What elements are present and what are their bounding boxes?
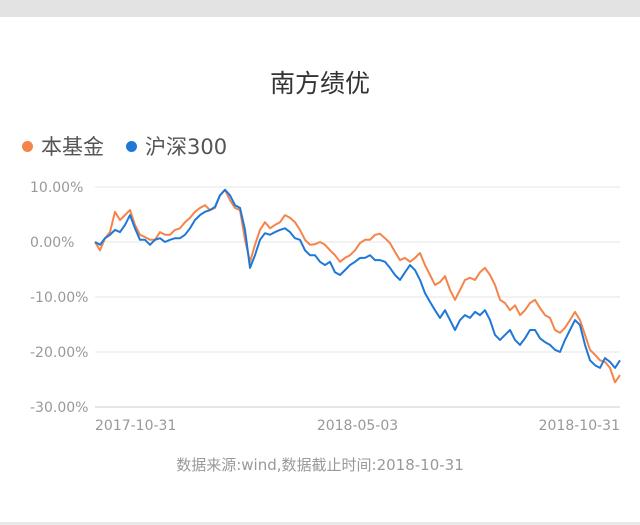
x-tick-label: 2018-05-03 xyxy=(317,418,398,434)
source-note: 数据来源:wind,数据截止时间:2018-10-31 xyxy=(176,456,464,474)
legend-dot-fund xyxy=(22,140,33,152)
legend-label-fund: 本基金 xyxy=(41,135,104,159)
legend-item-index[interactable]: 沪深300 xyxy=(126,131,227,161)
bottom-bar xyxy=(0,522,640,525)
chart-title: 南方绩优 xyxy=(269,69,370,98)
legend: 本基金 沪深300 xyxy=(22,131,227,161)
y-tick-label: -20.00% xyxy=(30,345,88,361)
legend-label-index: 沪深300 xyxy=(145,135,228,159)
x-tick-label: 2017-10-31 xyxy=(95,418,176,434)
top-bar xyxy=(0,0,640,17)
y-tick-label: 10.00% xyxy=(30,180,83,196)
y-tick-label: -30.00% xyxy=(30,400,88,416)
legend-item-fund[interactable]: 本基金 xyxy=(22,131,104,161)
x-tick-label: 2018-10-31 xyxy=(539,418,620,434)
legend-dot-index xyxy=(126,140,137,152)
series-line-fund xyxy=(94,188,621,384)
series-line-index xyxy=(94,188,621,369)
y-tick-label: -10.00% xyxy=(30,290,88,306)
y-tick-label: 0.00% xyxy=(30,235,74,251)
